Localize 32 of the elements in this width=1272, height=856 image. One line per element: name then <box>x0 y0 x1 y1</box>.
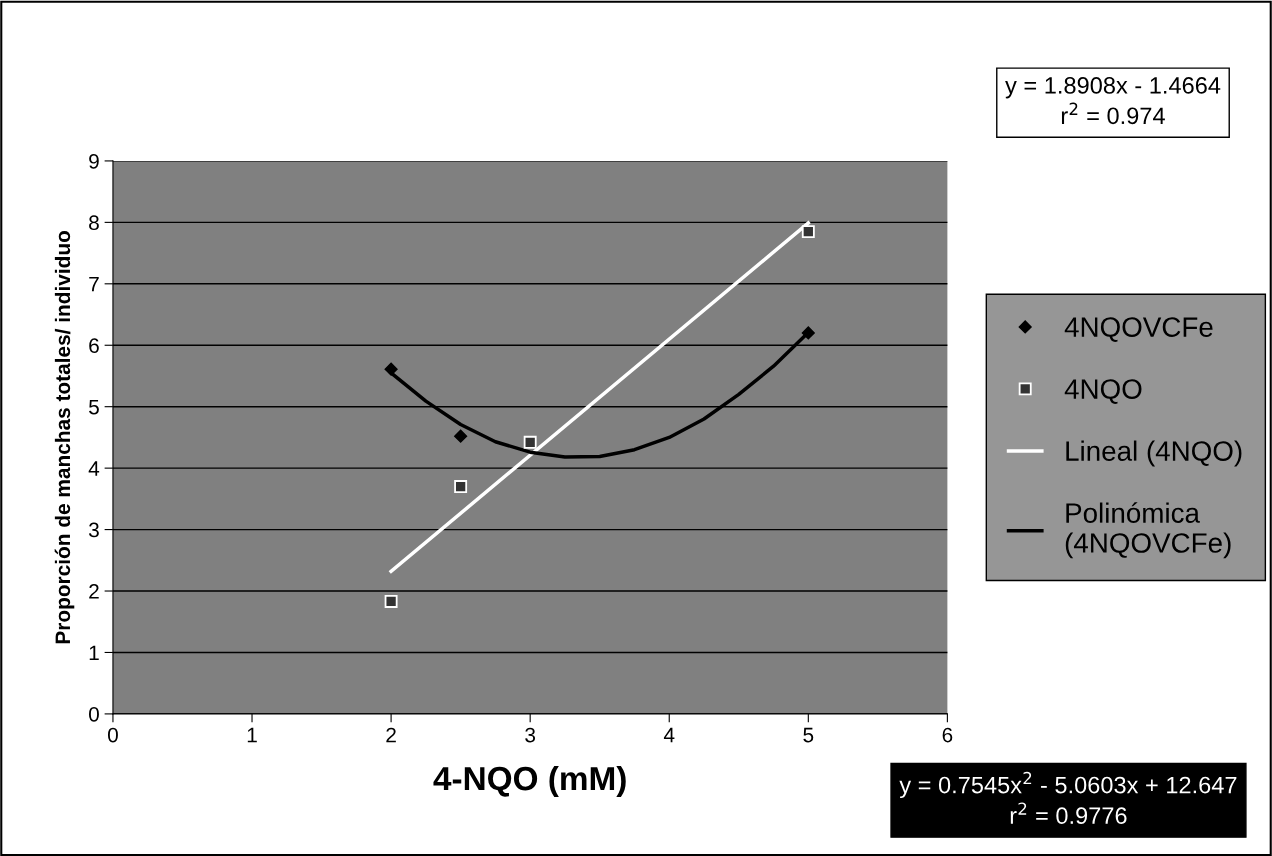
y-tick-label: 3 <box>88 522 99 538</box>
x-tick-label: 0 <box>107 727 118 743</box>
legend-label: 4NQO <box>1064 379 1142 404</box>
y-tick-label: 7 <box>89 277 99 292</box>
y-tick-label: 2 <box>89 584 99 599</box>
text: y = 1.8908x - 1.4664 r$^{2}$ = 0.974 <box>1005 77 1221 125</box>
point <box>523 435 537 449</box>
point <box>384 595 398 608</box>
point <box>801 326 815 340</box>
legend-label: Polinómica (4NQOVCFe) <box>1065 502 1231 559</box>
point <box>384 362 398 376</box>
x-axis-title: 4-NQO (mM) <box>433 765 626 798</box>
point <box>454 480 468 494</box>
y-axis-title: Proporción de manchas totales/ individuo <box>54 231 75 644</box>
x-tick-label: 3 <box>525 727 536 743</box>
x-tick-label: 5 <box>803 727 814 743</box>
x-tick-label: 2 <box>386 727 396 743</box>
y-tick-label: 0 <box>88 706 99 722</box>
y-tick-label: 1 <box>89 645 99 661</box>
point <box>801 225 815 239</box>
y-tick-label: 5 <box>89 399 99 415</box>
y-tick-label: 9 <box>89 153 99 169</box>
y-tick-label: 8 <box>89 215 99 231</box>
x-tick-label: 4 <box>663 727 675 743</box>
x-tick-label: 1 <box>247 727 257 743</box>
y-tick-label: 4 <box>88 461 100 476</box>
text: y = 0.7545x$^{2}$ - 5.0603x + 12.647 r$^{2}$ = 0.9776 <box>899 771 1237 825</box>
legend-label: 4NQOVCFe <box>1064 317 1213 342</box>
y-tick-label: 6 <box>89 338 99 354</box>
point <box>454 429 468 443</box>
legend-label: Lineal (4NQO) <box>1066 440 1242 467</box>
x-tick-label: 6 <box>942 727 953 743</box>
